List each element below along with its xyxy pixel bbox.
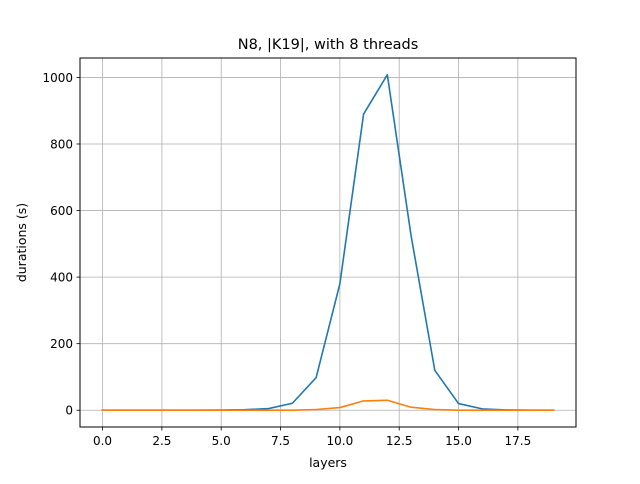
plot-area-frame <box>79 57 577 428</box>
x-axis-ticks: 0.0 2.5 5.0 7.5 10.0 12.5 15.0 17.5 <box>93 427 531 448</box>
x-tick-label: 2.5 <box>152 434 171 448</box>
x-tick-label: 5.0 <box>212 434 231 448</box>
y-tick-label: 0 <box>65 404 73 418</box>
y-axis-label: durations (s) <box>14 203 29 282</box>
y-axis-ticks: 0 200 400 600 800 1000 <box>42 71 80 418</box>
series-line-2 <box>101 399 555 412</box>
y-tick-label: 200 <box>50 337 73 351</box>
x-tick-label: 10.0 <box>327 434 354 448</box>
y-tick-label: 800 <box>50 137 73 151</box>
x-tick-label: 12.5 <box>386 434 413 448</box>
y-tick-label: 1000 <box>42 71 73 85</box>
y-tick-label: 400 <box>50 271 73 285</box>
grid-lines <box>80 58 576 427</box>
x-tick-label: 15.0 <box>445 434 472 448</box>
series-lines <box>101 73 555 412</box>
x-tick-label: 7.5 <box>271 434 290 448</box>
y-tick-label: 600 <box>50 204 73 218</box>
x-tick-label: 0.0 <box>93 434 112 448</box>
x-tick-label: 17.5 <box>504 434 531 448</box>
x-axis-label: layers <box>309 455 347 470</box>
chart-title: N8, |K19|, with 8 threads <box>238 37 419 53</box>
